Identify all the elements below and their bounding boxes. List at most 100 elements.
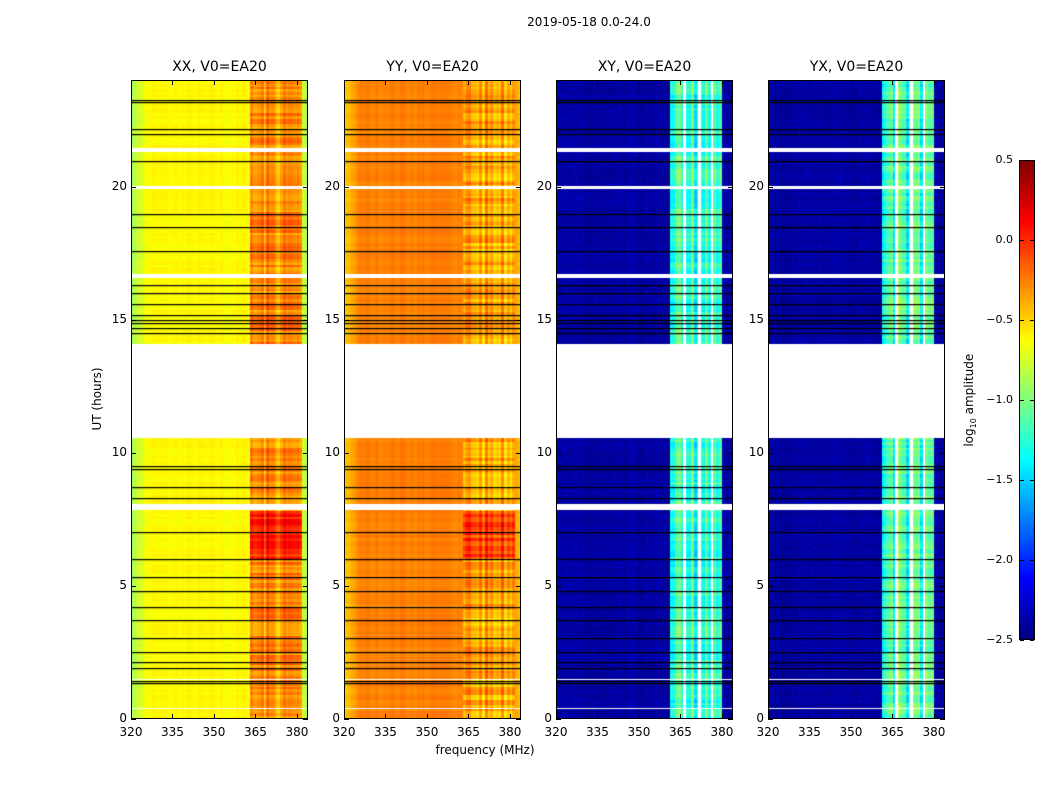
panel-title: XY, V0=EA20: [597, 59, 692, 75]
x-tick-mark: [172, 714, 174, 719]
y-tick-label: 20: [111, 178, 127, 193]
y-tick-mark-right: [940, 719, 945, 720]
x-tick-mark-top: [809, 80, 811, 85]
x-tick-label: 365: [881, 725, 904, 739]
x-tick-mark-top: [638, 80, 640, 85]
y-tick-label: 10: [111, 444, 127, 459]
x-tick-mark: [597, 714, 599, 719]
x-tick-mark-top: [892, 80, 894, 85]
y-tick-label: 0: [119, 711, 127, 725]
y-tick-mark: [344, 719, 349, 720]
x-tick-mark: [385, 714, 387, 719]
y-tick-label: 10: [324, 444, 340, 459]
colorbar-tick-mark-right: [1030, 160, 1034, 161]
x-tick-mark-top: [721, 80, 723, 85]
x-tick-mark: [892, 714, 894, 719]
x-tick-label: 350: [202, 725, 226, 739]
x-tick-mark-top: [768, 80, 769, 85]
x-tick-mark: [255, 714, 257, 719]
x-tick-label: 320: [332, 725, 356, 739]
colorbar-tick-mark: [1020, 160, 1024, 161]
y-tick-label: 5: [544, 577, 552, 592]
colorbar-tick-mark-right: [1030, 320, 1034, 321]
y-tick-mark-right: [940, 585, 945, 587]
x-tick-mark-top: [213, 80, 215, 85]
x-tick-mark: [131, 714, 132, 719]
x-tick-label: 380: [922, 725, 946, 739]
x-tick-label: 380: [710, 725, 734, 739]
y-tick-label: 15: [324, 311, 340, 326]
colorbar-tick-mark: [1020, 480, 1024, 481]
y-tick-mark: [768, 585, 773, 587]
x-tick-mark-top: [468, 80, 470, 85]
heatmap-image: [557, 81, 732, 718]
y-tick-label: 5: [119, 577, 127, 592]
y-tick-label: 5: [756, 577, 764, 592]
x-tick-mark: [344, 714, 345, 719]
x-tick-mark-top: [597, 80, 599, 85]
y-tick-label: 15: [748, 311, 764, 326]
y-tick-mark: [556, 186, 561, 188]
y-tick-mark-right: [303, 186, 308, 188]
x-tick-mark-top: [556, 80, 557, 85]
y-tick-mark: [556, 452, 561, 454]
y-tick-mark: [344, 186, 349, 188]
y-tick-label: 10: [536, 444, 552, 459]
colorbar-tick-label: −1.0: [986, 393, 1013, 406]
y-axis-label: UT (hours): [90, 367, 104, 431]
colorbar-gradient: [1020, 161, 1034, 639]
colorbar-label-rest: amplitude: [961, 353, 976, 419]
panel-title: XX, V0=EA20: [172, 59, 267, 75]
y-tick-mark-right: [940, 452, 945, 454]
y-tick-label: 10: [748, 444, 764, 459]
y-tick-mark: [131, 319, 136, 321]
heatmap-image: [769, 81, 944, 718]
x-tick-mark: [721, 714, 723, 719]
colorbar-tick-mark: [1020, 320, 1024, 321]
colorbar-tick-mark: [1020, 240, 1024, 241]
y-tick-mark-right: [728, 186, 733, 188]
y-tick-mark-right: [303, 452, 308, 454]
y-tick-mark: [768, 319, 773, 321]
colorbar-label-sub: 10: [969, 418, 979, 429]
colorbar-tick-mark-right: [1030, 400, 1034, 401]
x-tick-label: 380: [285, 725, 309, 739]
y-tick-mark: [556, 719, 561, 720]
colorbar-tick-mark: [1020, 560, 1024, 561]
y-tick-mark: [768, 719, 773, 720]
colorbar-tick-label: −0.5: [986, 313, 1013, 326]
y-tick-mark-right: [303, 585, 308, 587]
y-tick-mark: [768, 186, 773, 188]
y-tick-mark-right: [516, 719, 521, 720]
x-tick-mark-top: [933, 80, 935, 85]
x-tick-mark: [809, 714, 811, 719]
x-tick-mark: [850, 714, 852, 719]
x-tick-mark-top: [850, 80, 852, 85]
y-tick-mark: [556, 585, 561, 587]
x-tick-mark: [213, 714, 215, 719]
colorbar-tick-mark-right: [1030, 480, 1034, 481]
heatmap-image: [132, 81, 307, 718]
y-tick-mark: [344, 452, 349, 454]
x-tick-mark: [296, 714, 298, 719]
panel-title: YY, V0=EA20: [386, 59, 479, 75]
y-tick-mark: [131, 186, 136, 188]
x-tick-label: 350: [839, 725, 863, 739]
x-tick-mark-top: [131, 80, 132, 85]
colorbar-tick-label: −2.5: [986, 633, 1013, 646]
y-tick-label: 5: [332, 577, 340, 592]
x-tick-mark: [768, 714, 769, 719]
y-tick-label: 0: [756, 711, 764, 725]
x-tick-mark: [556, 714, 557, 719]
y-tick-mark-right: [940, 186, 945, 188]
colorbar: [1019, 160, 1035, 640]
colorbar-tick-mark: [1020, 640, 1024, 641]
colorbar-tick-label: −2.0: [986, 553, 1013, 566]
x-tick-mark: [933, 714, 935, 719]
colorbar-tick-label: 0.0: [995, 233, 1014, 246]
x-tick-mark-top: [385, 80, 387, 85]
x-tick-mark-top: [680, 80, 682, 85]
x-tick-label: 350: [627, 725, 651, 739]
y-tick-mark-right: [303, 719, 308, 720]
